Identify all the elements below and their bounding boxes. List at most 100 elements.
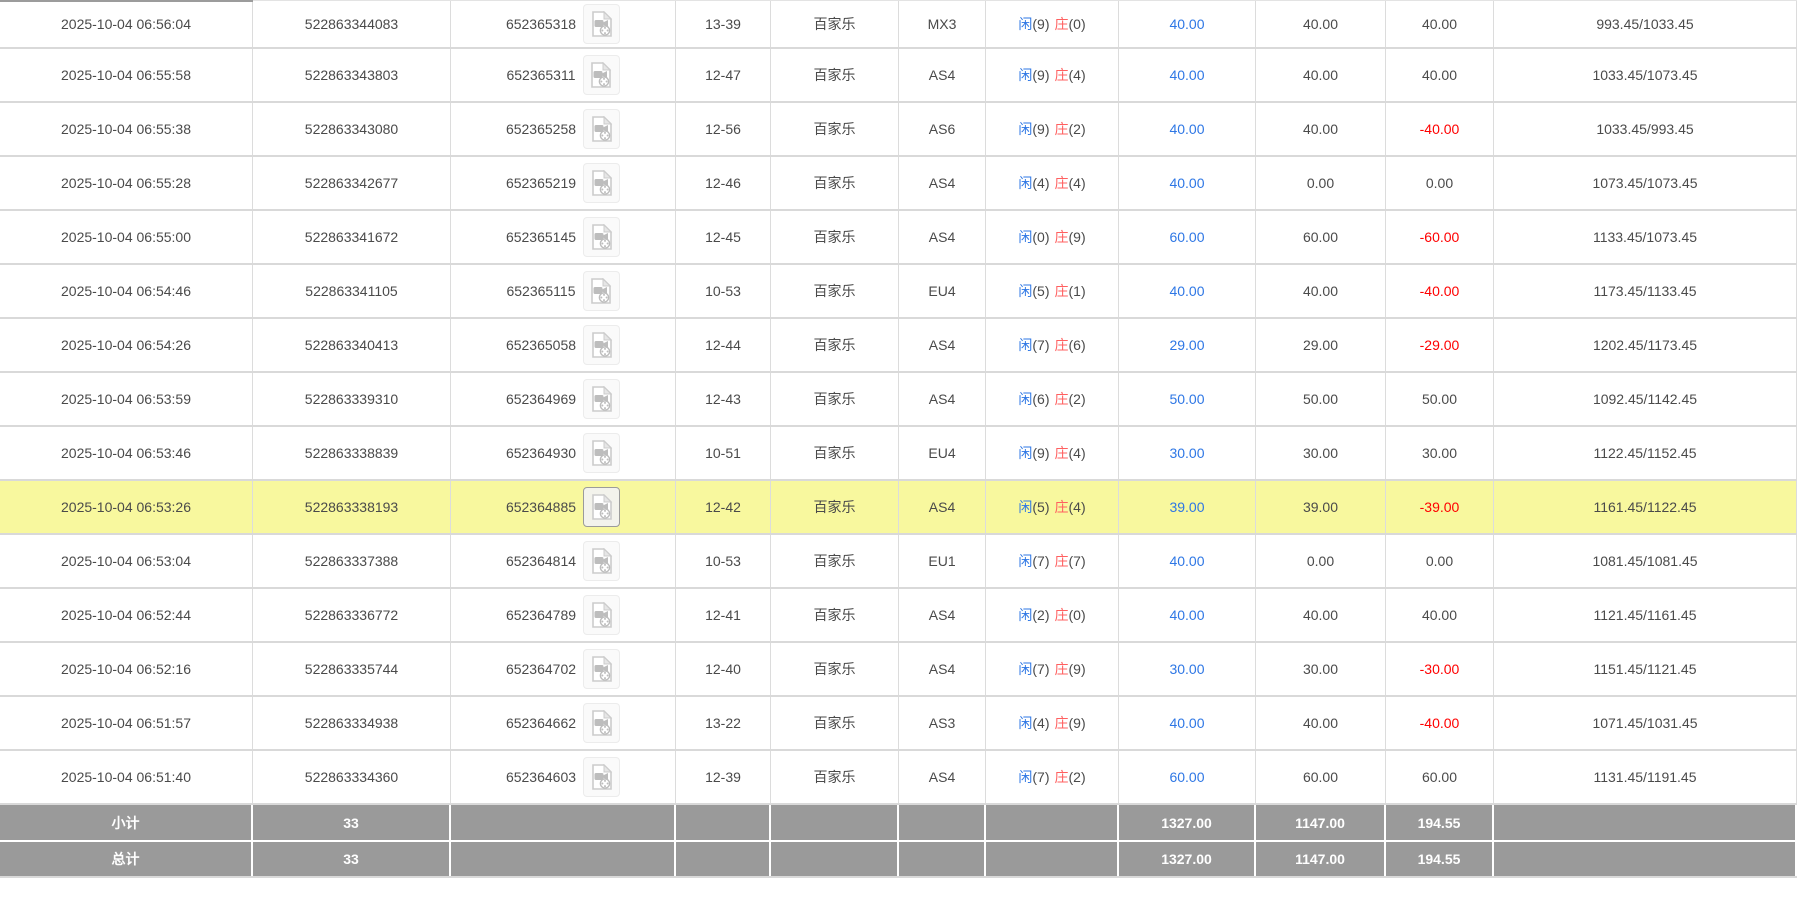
cell-round-id: 652364702 [451,643,676,695]
video-replay-button[interactable] [583,703,621,743]
video-replay-button[interactable] [583,487,621,527]
table-row[interactable]: 2025-10-04 06:54:46 522863341105 6523651… [0,265,1797,319]
cell-game-type: 百家乐 [771,427,899,479]
cell-bet-amount[interactable]: 60.00 [1119,751,1256,803]
cell-bet-id: 522863335744 [253,643,451,695]
video-replay-icon [591,710,612,736]
result-player-label: 闲 [1018,121,1033,137]
video-replay-button[interactable] [583,109,621,149]
cell-valid-bet: 39.00 [1256,481,1386,533]
round-id-text: 652364885 [505,499,577,515]
table-row[interactable]: 2025-10-04 06:51:57 522863334938 6523646… [0,697,1797,751]
cell-round-id: 652364603 [451,751,676,803]
cell-bet-amount[interactable]: 30.00 [1119,643,1256,695]
cell-time: 2025-10-04 06:52:44 [0,589,253,641]
round-id-text: 652365115 [506,283,576,299]
cell-bet-amount[interactable]: 60.00 [1119,211,1256,263]
total-count: 33 [253,842,451,876]
video-replay-icon [591,170,612,196]
cell-table-code: AS4 [899,589,986,641]
table-row[interactable]: 2025-10-04 06:55:00 522863341672 6523651… [0,211,1797,265]
video-replay-icon [591,116,612,142]
result-player-label: 闲 [1018,391,1033,407]
video-replay-button[interactable] [583,541,621,581]
cell-game-type: 百家乐 [771,265,899,317]
cell-bet-id: 522863343803 [253,49,451,101]
table-row[interactable]: 2025-10-04 06:56:04 522863344083 6523653… [0,0,1797,49]
cell-round-id: 652365318 [451,0,676,47]
subtotal-win-loss: 194.55 [1386,805,1494,840]
cell-valid-bet: 40.00 [1256,697,1386,749]
result-banker-score: (9) [1068,661,1086,677]
cell-balance: 1151.45/1121.45 [1494,643,1797,695]
total-win-loss: 194.55 [1386,842,1494,876]
cell-valid-bet: 40.00 [1256,265,1386,317]
table-row[interactable]: 2025-10-04 06:52:44 522863336772 6523647… [0,589,1797,643]
video-replay-button[interactable] [583,757,621,797]
video-replay-button[interactable] [582,55,620,95]
cell-bet-amount[interactable]: 40.00 [1119,265,1256,317]
cell-bet-amount[interactable]: 50.00 [1119,373,1256,425]
cell-balance: 1121.45/1161.45 [1494,589,1797,641]
cell-time: 2025-10-04 06:51:40 [0,751,253,803]
cell-bet-amount[interactable]: 30.00 [1119,427,1256,479]
table-row[interactable]: 2025-10-04 06:55:58 522863343803 6523653… [0,49,1797,103]
result-player-label: 闲 [1018,175,1033,191]
subtotal-empty-cell [1494,805,1797,840]
cell-bet-amount[interactable]: 40.00 [1119,157,1256,209]
result-banker-label: 庄 [1054,283,1069,299]
subtotal-empty-cell [899,805,986,840]
result-player-label: 闲 [1018,15,1033,32]
video-replay-button[interactable] [582,271,620,311]
cell-win-loss: -39.00 [1386,481,1494,533]
result-banker-label: 庄 [1054,769,1069,785]
table-row[interactable]: 2025-10-04 06:55:28 522863342677 6523652… [0,157,1797,211]
table-row[interactable]: 2025-10-04 06:53:04 522863337388 6523648… [0,535,1797,589]
subtotal-empty-cell [771,805,899,840]
video-replay-button[interactable] [583,379,621,419]
video-replay-button[interactable] [583,217,621,257]
table-row[interactable]: 2025-10-04 06:52:16 522863335744 6523647… [0,643,1797,697]
video-replay-button[interactable] [583,3,621,44]
cell-bet-amount[interactable]: 40.00 [1119,103,1256,155]
cell-bet-id: 522863338839 [253,427,451,479]
table-row[interactable]: 2025-10-04 06:53:46 522863338839 6523649… [0,427,1797,481]
cell-bet-amount[interactable]: 40.00 [1119,697,1256,749]
cell-bet-amount[interactable]: 39.00 [1119,481,1256,533]
cell-time: 2025-10-04 06:52:16 [0,643,253,695]
cell-bet-amount[interactable]: 40.00 [1119,535,1256,587]
result-player-label: 闲 [1018,229,1033,245]
table-row[interactable]: 2025-10-04 06:51:40 522863334360 6523646… [0,751,1797,805]
cell-bet-amount[interactable]: 29.00 [1119,319,1256,371]
table-row[interactable]: 2025-10-04 06:54:26 522863340413 6523650… [0,319,1797,373]
cell-table-code: AS4 [899,373,986,425]
video-replay-icon [591,548,612,574]
table-top-edge-dark-segment [0,0,253,2]
result-player-label: 闲 [1018,607,1033,623]
video-replay-button[interactable] [583,649,621,689]
result-player-score: (7) [1032,553,1050,569]
cell-round-id: 652365115 [451,265,676,317]
cell-table-code: AS6 [899,103,986,155]
cell-valid-bet: 50.00 [1256,373,1386,425]
result-player-score: (2) [1032,607,1050,623]
cell-game-type: 百家乐 [771,49,899,101]
result-player-score: (6) [1032,391,1050,407]
cell-bet-id: 522863334360 [253,751,451,803]
video-replay-button[interactable] [583,325,621,365]
video-replay-button[interactable] [583,595,621,635]
cell-round-id: 652364885 [451,481,676,533]
cell-bet-amount[interactable]: 40.00 [1119,0,1256,47]
table-row[interactable]: 2025-10-04 06:53:26 522863338193 6523648… [0,481,1797,535]
cell-balance: 1122.45/1152.45 [1494,427,1797,479]
video-replay-button[interactable] [583,163,621,203]
cell-result: 闲 (9) 庄 (2) [986,103,1119,155]
cell-win-loss: 30.00 [1386,427,1494,479]
subtotal-row: 小计 33 1327.00 1147.00 194.55 [0,805,1797,842]
cell-table-code: AS4 [899,157,986,209]
video-replay-button[interactable] [583,433,621,473]
cell-bet-amount[interactable]: 40.00 [1119,589,1256,641]
cell-bet-amount[interactable]: 40.00 [1119,49,1256,101]
table-row[interactable]: 2025-10-04 06:53:59 522863339310 6523649… [0,373,1797,427]
table-row[interactable]: 2025-10-04 06:55:38 522863343080 6523652… [0,103,1797,157]
